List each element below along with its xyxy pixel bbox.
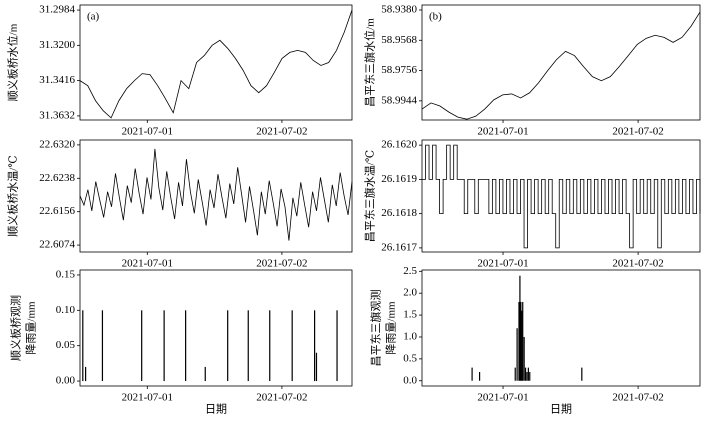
x-tick-label: 2021-07-01	[477, 258, 528, 270]
x-tick-label: 2021-07-01	[122, 126, 173, 138]
x-tick-label: 2021-07-02	[256, 258, 307, 270]
x-tick-label: 2021-07-02	[612, 258, 663, 270]
y-tick-label: 31.3416	[39, 74, 75, 86]
x-tick-label: 2021-07-01	[477, 392, 528, 404]
x-tick-label: 2021-07-02	[256, 126, 307, 138]
y-tick-label: 26.1618	[381, 207, 417, 219]
y-tick-label: 1.5	[403, 309, 417, 321]
y-tick-label: 22.6074	[39, 239, 75, 251]
y-axis-label: 昌平东三旗水温/℃	[363, 150, 377, 242]
axes-frame	[421, 269, 701, 387]
y-tick-label: 26.1619	[381, 173, 417, 185]
data-line	[79, 148, 353, 241]
x-tick-label: 2021-07-01	[477, 126, 528, 138]
y-tick-label: 58.9568	[381, 34, 417, 46]
y-axis-label: 降雨量/mm	[384, 301, 398, 355]
y-tick-label: 31.3200	[39, 39, 75, 51]
y-axis-label: 昌平东三旗观测	[369, 290, 383, 367]
y-axis-label: 顺义板桥水位/m	[6, 23, 20, 101]
y-tick-label: 26.1617	[381, 241, 417, 253]
y-tick-label: 2.5	[403, 265, 417, 277]
y-axis-label: 顺义板桥观测	[9, 295, 23, 361]
x-tick-label: 2021-07-01	[122, 258, 173, 270]
axes-frame	[421, 139, 701, 253]
y-axis-label: 昌平东三旗水位/m	[363, 18, 377, 107]
y-axis-label: 顺义板桥水温/℃	[6, 155, 20, 236]
data-line	[421, 11, 701, 120]
y-axis-label: 降雨量/mm	[24, 301, 38, 355]
data-line	[79, 9, 353, 119]
axes-frame	[79, 269, 353, 387]
x-axis-label: 日期	[205, 403, 227, 416]
x-tick-label: 2021-07-01	[122, 392, 173, 404]
x-axis-label: 日期	[550, 403, 572, 416]
y-tick-label: 0.00	[56, 375, 76, 387]
data-line	[422, 144, 701, 249]
y-tick-label: 22.6320	[39, 138, 75, 150]
y-tick-label: 22.6238	[39, 172, 75, 184]
subplot: 0.0 0.5 1.0 1.5 2.0 2.5 2021-07-01 2021-07-02 昌平…	[369, 265, 701, 416]
x-tick-label: 2021-07-02	[612, 392, 663, 404]
y-tick-label: 26.1620	[381, 139, 417, 151]
panel-label: (b)	[429, 11, 442, 23]
subplot: 58.9380 58.9568 58.9756 58.9944 2021-07-01 20…	[363, 4, 701, 138]
y-tick-label: 22.6156	[39, 205, 75, 217]
x-tick-label: 2021-07-02	[612, 126, 663, 138]
y-tick-label: 0.0	[403, 374, 417, 386]
subplot: 0.00 0.05 0.10 0.15 2021-07-01 2021-07-02 顺义板桥…	[9, 268, 353, 416]
subplot: 26.1620 26.1619 26.1618 26.1617 2021-07-01 20…	[363, 139, 701, 270]
subplot: 22.6320 22.6238 22.6156 22.6074 2021-07-01 20…	[6, 138, 353, 270]
y-tick-label: 2.0	[403, 287, 417, 299]
y-tick-label: 31.2984	[39, 4, 75, 16]
y-tick-label: 0.15	[56, 268, 76, 280]
subplot: 31.2984 31.3200 31.3416 31.3632 2021-07-01 20…	[6, 4, 353, 138]
panel-label: (a)	[87, 11, 100, 23]
y-tick-label: 58.9944	[381, 94, 417, 106]
axes-frame	[79, 139, 353, 253]
axes-frame	[421, 4, 701, 121]
y-tick-label: 0.10	[56, 304, 76, 316]
y-tick-label: 58.9380	[381, 4, 417, 16]
axes-frame	[79, 4, 353, 121]
y-tick-label: 1.0	[403, 331, 417, 343]
y-tick-label: 0.5	[403, 352, 417, 364]
x-tick-label: 2021-07-02	[256, 392, 307, 404]
y-tick-label: 58.9756	[381, 64, 417, 76]
y-tick-label: 0.05	[56, 339, 76, 351]
y-tick-label: 31.3632	[39, 109, 75, 121]
